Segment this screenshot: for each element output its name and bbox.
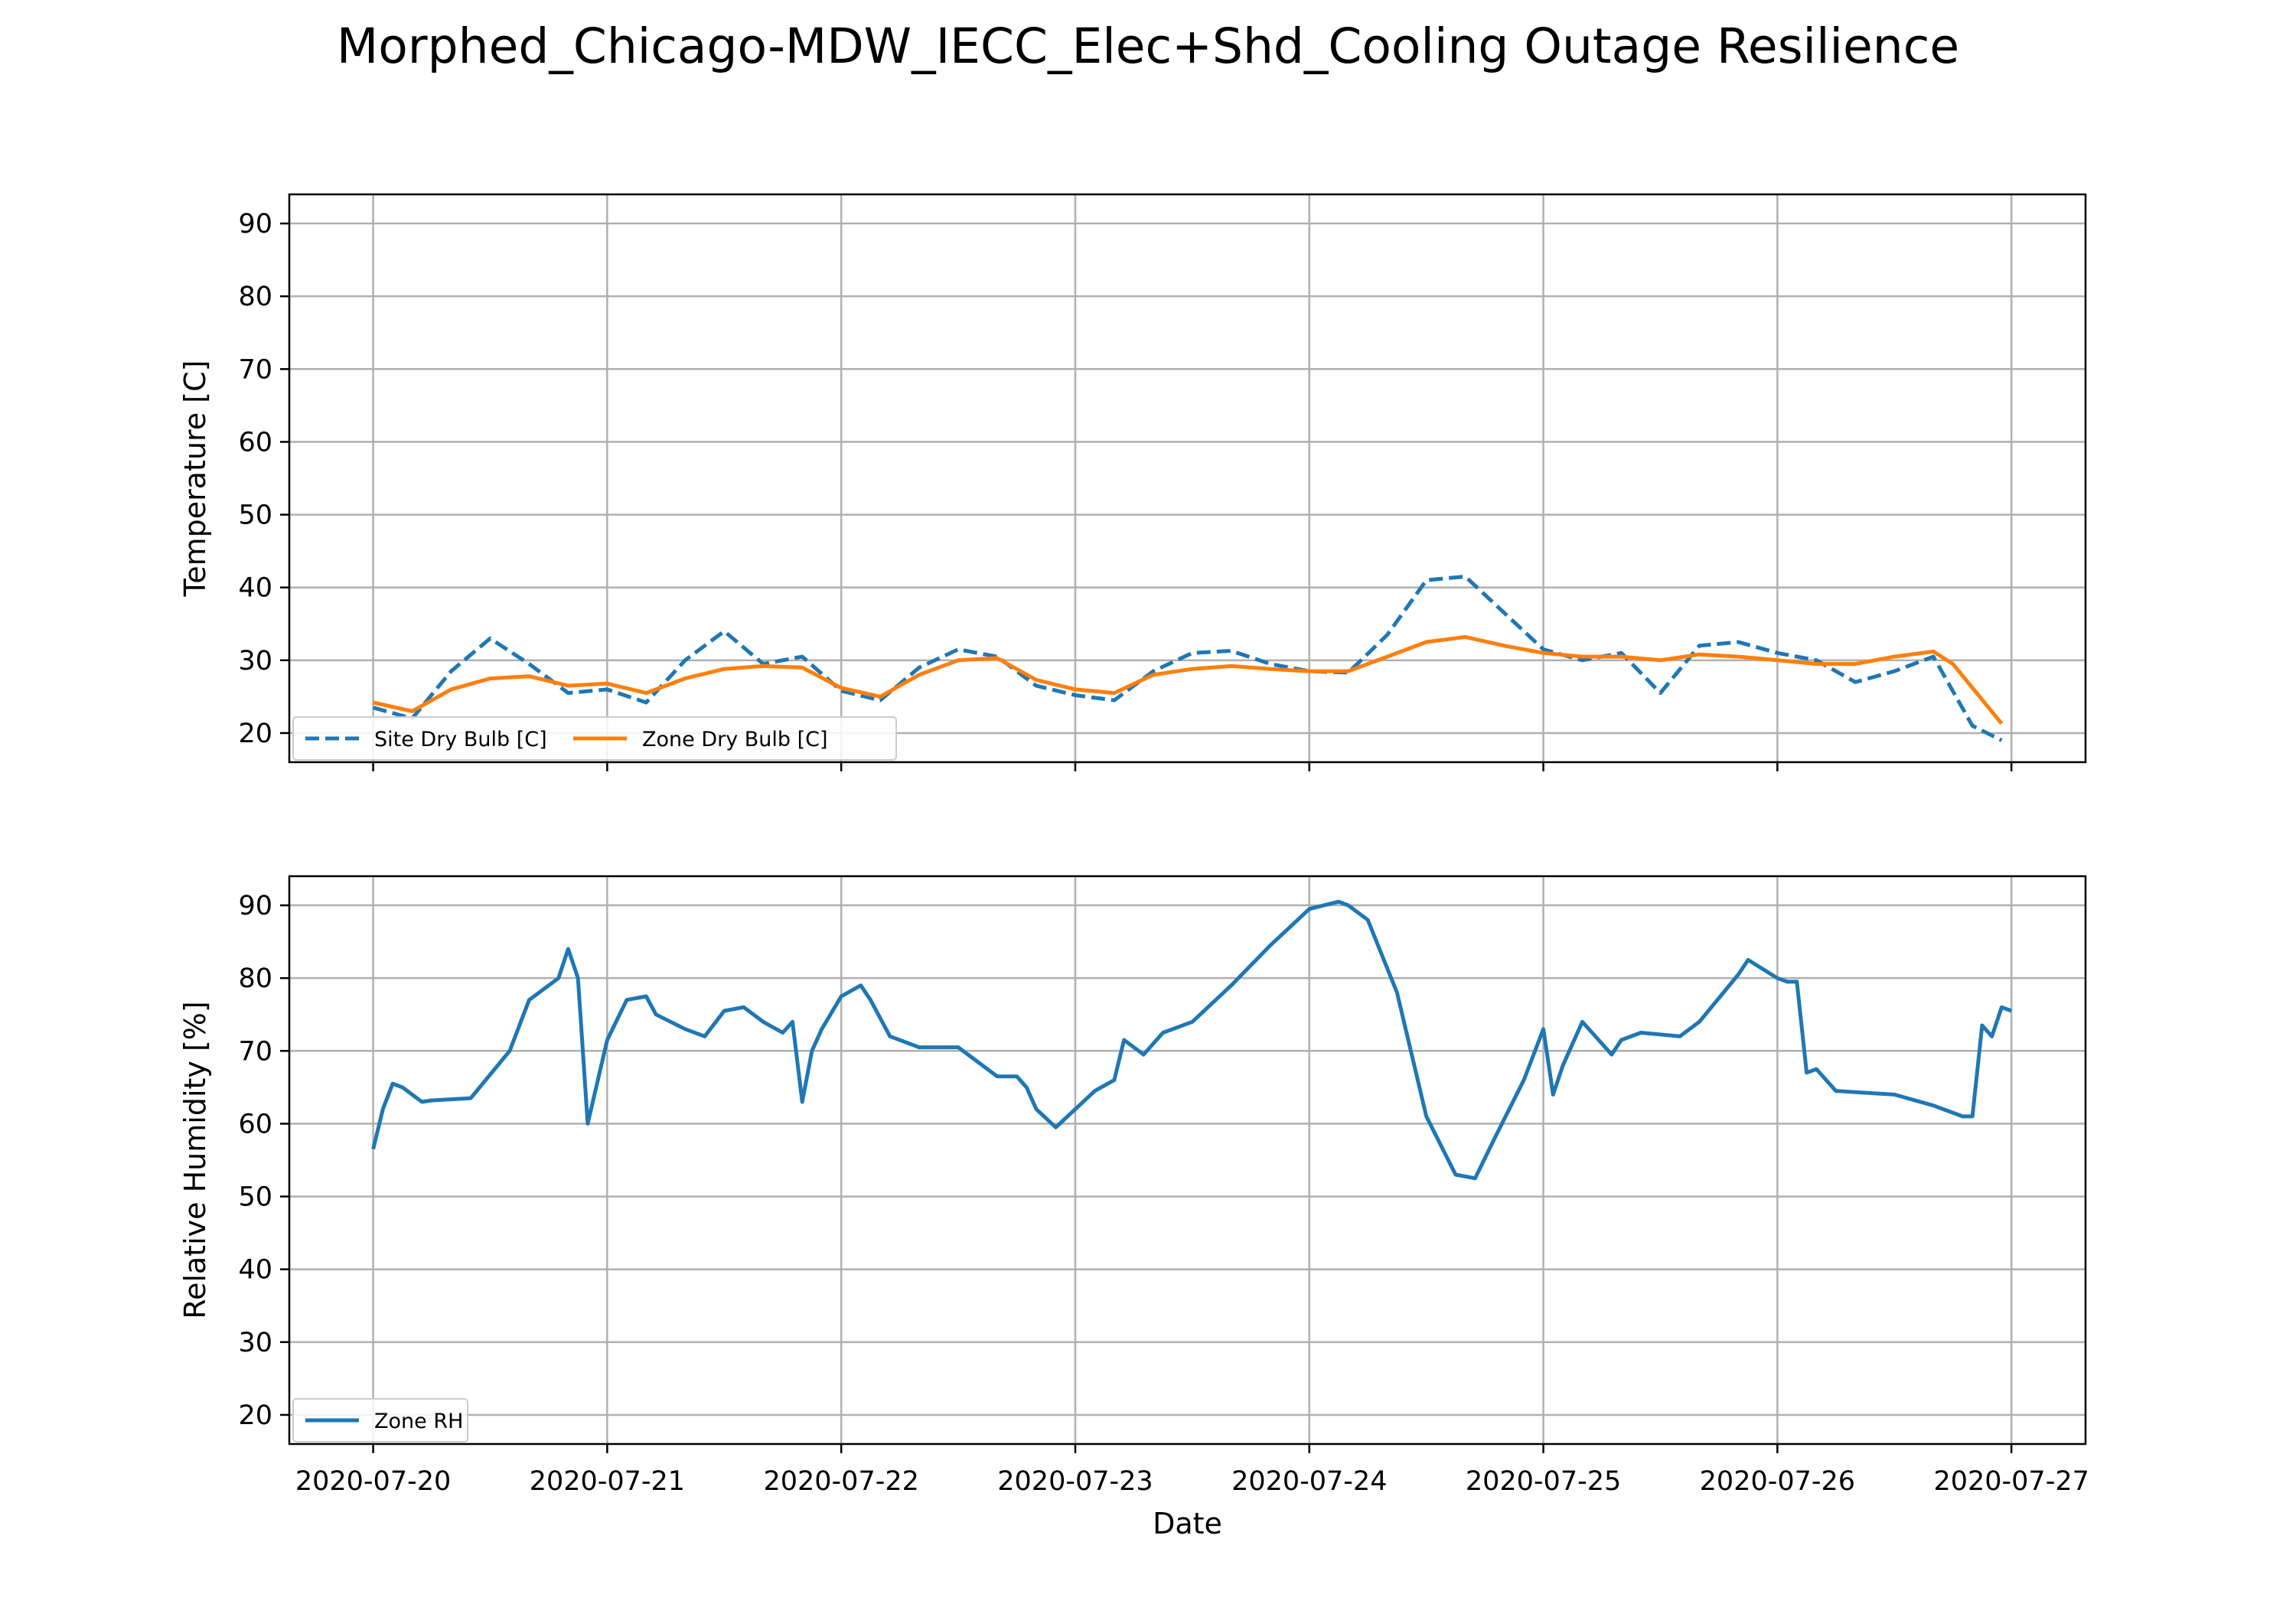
series-line-site-dry-bulb-c [372,574,2003,742]
x-tick-label: 2020-07-24 [1231,1466,1387,1497]
y-tick-label: 40 [238,1255,272,1286]
legend-label: Site Dry Bulb [C] [374,728,547,751]
temperature-axes: 20 30 40 50 60 70 80 90 Temperature [C] Site Dry … [178,193,2087,771]
y-tick-label: 60 [238,427,272,458]
y-tick-label: 90 [238,891,272,921]
series-line-zone-dry-bulb-c [373,634,2004,725]
y-tick-label: 50 [238,1182,272,1213]
x-tick-label: 2020-07-26 [1700,1466,1855,1497]
x-tick-label: 2020-07-23 [997,1466,1153,1497]
humidity-axes: 20 30 40 50 60 70 80 90 2020-07-20 2020-07-21 2020… [178,875,2089,1540]
y-tick-label: 80 [238,282,272,312]
x-tick-label: 2020-07-21 [530,1466,685,1497]
y-tick-label: 20 [238,719,272,749]
y-axis-label: Temperature [C] [178,360,212,598]
x-tick-label: 2020-07-25 [1466,1466,1621,1497]
x-tick-label: 2020-07-20 [295,1466,451,1497]
y-axis-label: Relative Humidity [%] [178,1001,212,1319]
y-tick-label: 80 [238,963,272,994]
y-tick-label: 40 [238,573,272,604]
y-tick-label: 30 [238,646,272,676]
y-tick-label: 20 [238,1400,272,1431]
legend-label: Zone RH [374,1410,463,1433]
legend-label: Zone Dry Bulb [C] [642,728,828,751]
y-tick-label: 70 [238,1036,272,1067]
legend-box [292,1398,468,1442]
y-tick-label: 70 [238,354,272,385]
y-tick-label: 60 [238,1109,272,1139]
plot-frame [288,193,2087,764]
series-line-zone-rh [371,899,2013,1181]
legend: Site Dry Bulb [C] Zone Dry Bulb [C] [292,716,897,761]
plot-frame [288,875,2087,1446]
x-tick-label: 2020-07-27 [1933,1466,2089,1497]
x-tick-label: 2020-07-22 [763,1466,918,1497]
x-axis-label: Date [1153,1507,1222,1540]
legend: Zone RH [292,1398,468,1442]
y-tick-label: 30 [238,1328,272,1358]
y-tick-label: 90 [238,209,272,240]
y-tick-label: 50 [238,500,272,531]
chart-title: Morphed_Chicago-MDW_IECC_Elec+Shd_Coolin… [337,18,1959,74]
